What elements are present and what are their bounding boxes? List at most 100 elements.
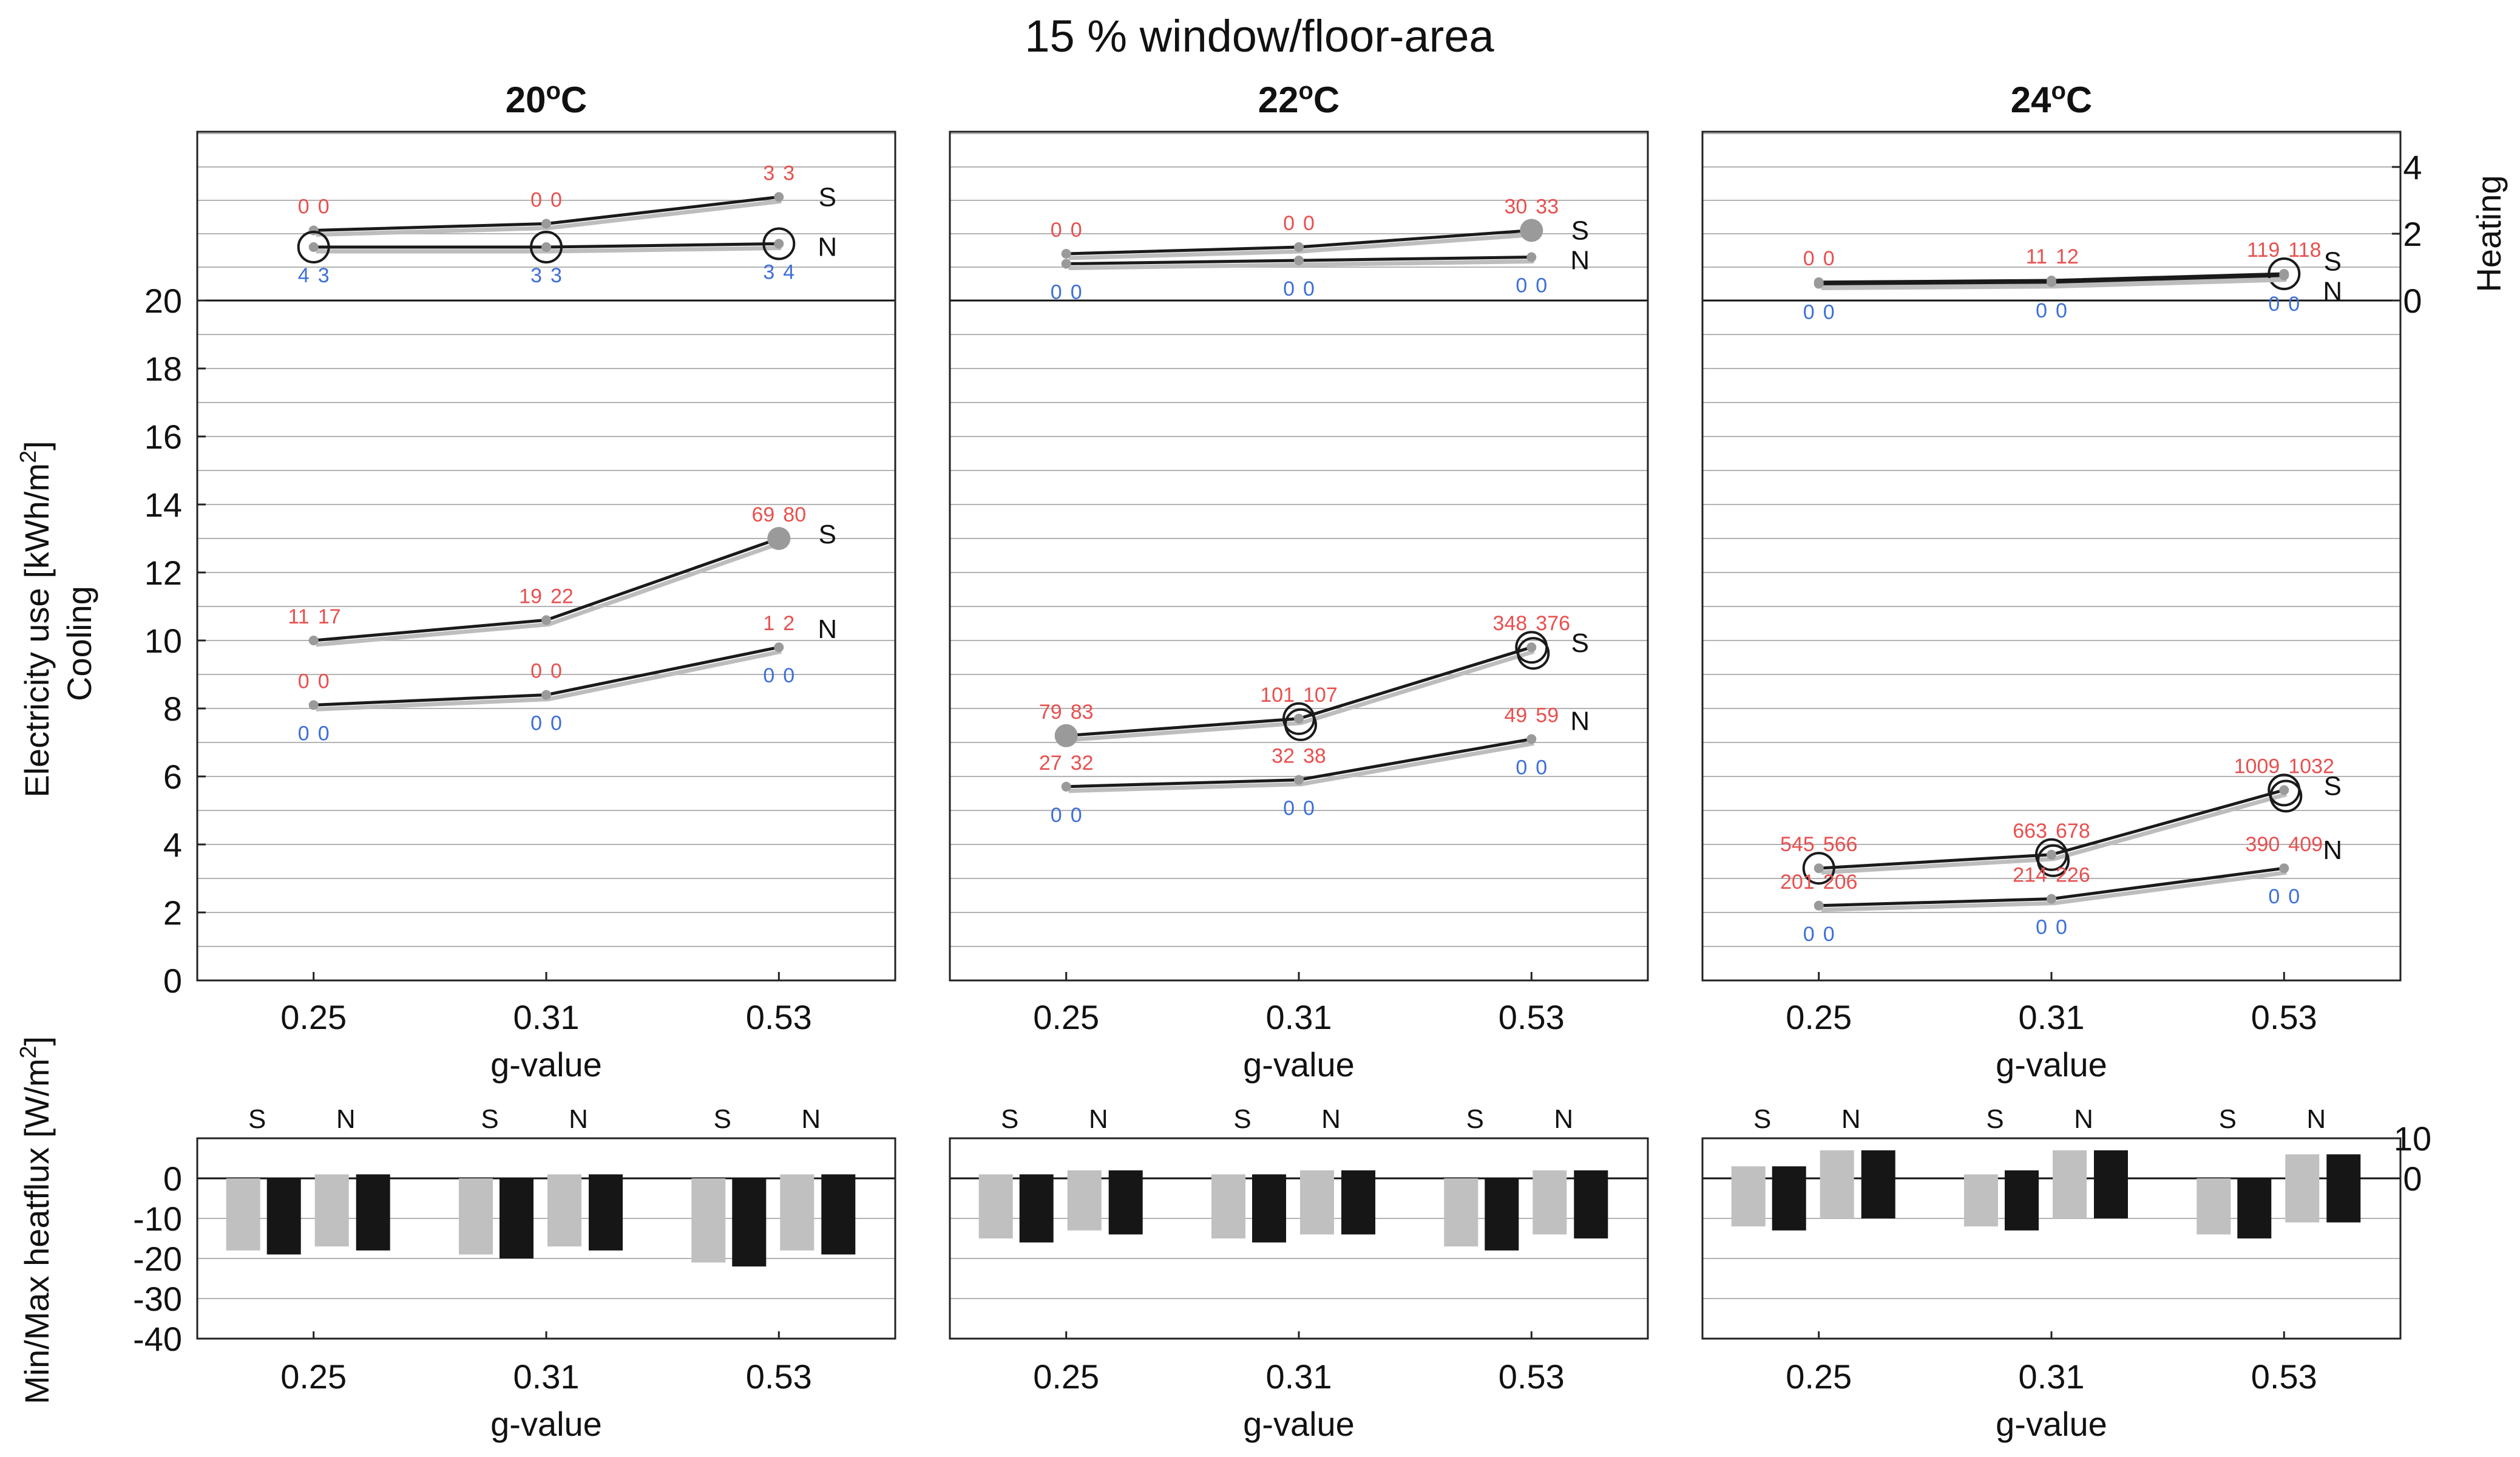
- x-tick-label: 0.53: [2251, 998, 2317, 1036]
- series-shadow-cooling-S: [1821, 792, 2288, 875]
- heatflux-group-label: N: [1089, 1104, 1108, 1134]
- blue-label: 0: [2056, 299, 2067, 322]
- x-axis-label: g-value: [490, 1405, 602, 1443]
- cooling-tick-label: 18: [144, 350, 182, 388]
- cooling-tick-label: 10: [144, 622, 182, 660]
- data-point-heating-S: [774, 192, 784, 202]
- red-label: 22: [550, 585, 574, 608]
- blue-label: 4: [783, 261, 794, 284]
- cooling-tick-label: 14: [144, 486, 182, 524]
- blue-label: 0: [550, 712, 562, 735]
- red-label: 69: [751, 503, 774, 526]
- x-tick-label: 0.25: [1033, 998, 1099, 1036]
- x-tick-label: 0.25: [1786, 998, 1852, 1036]
- series-shadow-cooling-S: [316, 540, 782, 647]
- red-label: 80: [783, 503, 806, 526]
- heatflux-bar: [978, 1174, 1013, 1238]
- highlight-circle: [297, 231, 330, 263]
- panel-title-1: 22oC: [1258, 78, 1340, 120]
- data-point-cooling-S: [767, 527, 791, 550]
- panel-title-degree: o: [546, 78, 560, 104]
- lower-y-axis-label-sup: 2: [16, 1045, 41, 1058]
- series-end-label: S: [819, 520, 836, 549]
- series-end-label: N: [2323, 835, 2342, 865]
- red-label: 32: [1071, 752, 1094, 775]
- heatflux-bar: [1108, 1170, 1143, 1235]
- series-end-label: S: [1571, 628, 1589, 658]
- blue-label: 3: [530, 264, 542, 287]
- blue-label: 0: [2288, 293, 2300, 316]
- heatflux-bar: [1067, 1170, 1102, 1231]
- heatflux-bar: [1574, 1170, 1608, 1238]
- x-tick-label: 0.31: [513, 998, 580, 1036]
- highlight-circle: [530, 231, 563, 263]
- highlight-circle: [1517, 637, 1550, 670]
- heatflux-group-label: N: [569, 1104, 588, 1134]
- heatflux-bar: [821, 1174, 856, 1255]
- heatflux-group-label: S: [248, 1104, 266, 1134]
- data-point-cooling-N: [1294, 775, 1304, 785]
- heatflux-bar: [1300, 1170, 1334, 1235]
- red-label: 3: [783, 162, 794, 185]
- x-tick-label: 0.31: [2019, 998, 2085, 1036]
- series-shadow-heating-N: [1068, 259, 1534, 270]
- blue-label: 0: [1516, 756, 1527, 779]
- blue-label: 0: [1303, 797, 1315, 820]
- red-label: 17: [318, 605, 341, 628]
- heatflux-bar: [1772, 1166, 1806, 1231]
- red-label: 119: [2247, 239, 2280, 262]
- series-end-label: N: [818, 614, 837, 644]
- red-label: 0: [550, 660, 562, 683]
- blue-label: 0: [1071, 804, 1082, 827]
- heatflux-tick-label: 0: [163, 1160, 182, 1198]
- blue-label: 0: [2288, 885, 2300, 908]
- data-point-heating-N: [1061, 259, 1071, 269]
- panel-title-temp: 24: [2011, 80, 2051, 120]
- red-label: 678: [2056, 820, 2090, 843]
- blue-label: 0: [1303, 277, 1315, 301]
- red-label: 3: [763, 162, 774, 185]
- red-label: 348: [1493, 612, 1528, 635]
- panel-title-temp: 20: [506, 80, 546, 120]
- series-shadow-heating-S: [1068, 233, 1534, 260]
- data-point-heating-N: [1526, 252, 1537, 262]
- heatflux-bar: [2326, 1154, 2361, 1223]
- series-end-label: S: [2324, 246, 2342, 276]
- data-point-heating-S: [308, 225, 319, 236]
- red-label: 32: [1272, 745, 1295, 768]
- data-point-cooling-N: [308, 700, 319, 710]
- red-label: 11: [288, 605, 309, 628]
- heatflux-group-label: S: [1753, 1104, 1771, 1134]
- blue-label: 0: [1071, 281, 1082, 304]
- blue-label: 0: [2036, 299, 2047, 322]
- data-point-heating-N: [2279, 270, 2289, 280]
- cooling-tick-label: 16: [144, 418, 182, 456]
- red-label: 0: [550, 189, 562, 212]
- series-end-label: N: [1570, 706, 1590, 736]
- heatflux-bar: [314, 1174, 349, 1247]
- red-label: 0: [530, 189, 542, 212]
- data-point-cooling-S: [1814, 863, 1824, 874]
- red-label: 0: [318, 670, 330, 693]
- heatflux-group-label: N: [336, 1104, 356, 1134]
- heatflux-group-label: S: [1001, 1104, 1018, 1134]
- blue-label: 0: [783, 664, 794, 687]
- red-label: 566: [1823, 833, 1858, 856]
- data-point-heating-N: [774, 239, 784, 249]
- x-axis-label: g-value: [490, 1045, 602, 1084]
- blue-label: 0: [2036, 916, 2047, 939]
- cooling-tick-label: 0: [163, 962, 182, 1000]
- blue-label: 0: [1803, 923, 1815, 946]
- data-point-cooling-S: [308, 636, 319, 645]
- heatflux-bar: [500, 1178, 533, 1258]
- cooling-tick-label: 6: [163, 758, 182, 796]
- panel-title-unit: C: [561, 80, 587, 120]
- red-label: 12: [2056, 245, 2079, 268]
- x-tick-label: 0.31: [513, 1357, 580, 1396]
- cooling-tick-label: 8: [163, 690, 182, 728]
- red-label: 38: [1303, 745, 1326, 768]
- red-label: 0: [1823, 247, 1835, 270]
- red-label: 0: [1803, 247, 1815, 270]
